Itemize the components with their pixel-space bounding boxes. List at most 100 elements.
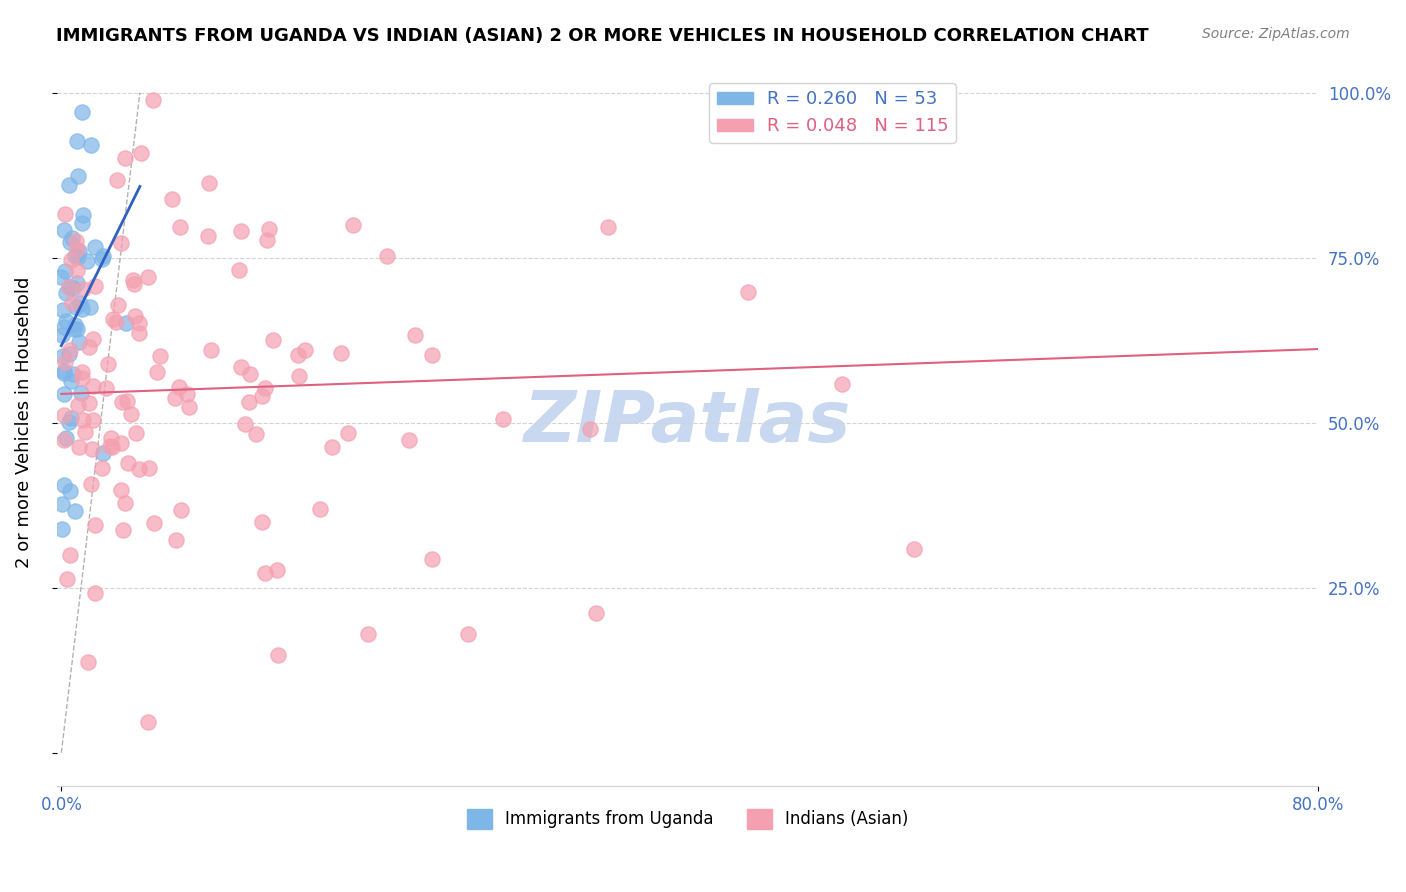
Indians (Asian)	[101, 440, 124, 454]
Immigrants from Uganda	[76, 253, 98, 268]
Indians (Asian)	[266, 563, 288, 577]
Immigrants from Uganda	[67, 335, 90, 350]
Indians (Asian)	[165, 533, 187, 548]
Indians (Asian)	[336, 425, 359, 440]
Indians (Asian)	[53, 207, 76, 221]
Immigrants from Uganda	[52, 223, 75, 237]
Indians (Asian)	[578, 421, 600, 435]
Indians (Asian)	[176, 387, 198, 401]
Indians (Asian)	[585, 606, 607, 620]
Indians (Asian)	[107, 297, 129, 311]
Indians (Asian)	[70, 370, 93, 384]
Immigrants from Uganda	[66, 321, 89, 335]
Indians (Asian)	[65, 234, 87, 248]
Indians (Asian)	[239, 367, 262, 381]
Immigrants from Uganda	[58, 178, 80, 193]
Immigrants from Uganda	[63, 318, 86, 332]
Indians (Asian)	[136, 714, 159, 729]
Indians (Asian)	[457, 627, 479, 641]
Indians (Asian)	[197, 229, 219, 244]
Indians (Asian)	[56, 572, 79, 586]
Y-axis label: 2 or more Vehicles in Household: 2 or more Vehicles in Household	[15, 277, 32, 568]
Immigrants from Uganda	[60, 231, 83, 245]
Indians (Asian)	[598, 219, 620, 234]
Immigrants from Uganda	[52, 364, 75, 378]
Immigrants from Uganda	[53, 478, 76, 492]
Indians (Asian)	[233, 417, 256, 431]
Legend: Immigrants from Uganda, Indians (Asian): Immigrants from Uganda, Indians (Asian)	[460, 802, 915, 836]
Indians (Asian)	[120, 407, 142, 421]
Immigrants from Uganda	[53, 263, 76, 277]
Indians (Asian)	[91, 461, 114, 475]
Immigrants from Uganda	[114, 316, 136, 330]
Immigrants from Uganda	[72, 208, 94, 222]
Indians (Asian)	[82, 332, 104, 346]
Text: Source: ZipAtlas.com: Source: ZipAtlas.com	[1202, 27, 1350, 41]
Immigrants from Uganda	[70, 104, 93, 119]
Indians (Asian)	[82, 413, 104, 427]
Indians (Asian)	[177, 400, 200, 414]
Indians (Asian)	[238, 395, 260, 409]
Indians (Asian)	[200, 343, 222, 357]
Immigrants from Uganda	[66, 169, 89, 183]
Immigrants from Uganda	[70, 216, 93, 230]
Indians (Asian)	[53, 408, 76, 422]
Indians (Asian)	[58, 280, 80, 294]
Indians (Asian)	[330, 346, 353, 360]
Indians (Asian)	[245, 426, 267, 441]
Immigrants from Uganda	[52, 349, 75, 363]
Indians (Asian)	[59, 343, 82, 358]
Indians (Asian)	[257, 221, 280, 235]
Indians (Asian)	[149, 349, 172, 363]
Indians (Asian)	[136, 269, 159, 284]
Immigrants from Uganda	[67, 244, 90, 259]
Indians (Asian)	[77, 340, 100, 354]
Immigrants from Uganda	[63, 322, 86, 336]
Immigrants from Uganda	[63, 504, 86, 518]
Indians (Asian)	[114, 151, 136, 165]
Indians (Asian)	[128, 462, 150, 476]
Indians (Asian)	[420, 552, 443, 566]
Immigrants from Uganda	[52, 366, 75, 380]
Immigrants from Uganda	[66, 134, 89, 148]
Immigrants from Uganda	[66, 276, 89, 290]
Immigrants from Uganda	[91, 249, 114, 263]
Indians (Asian)	[83, 517, 105, 532]
Indians (Asian)	[70, 365, 93, 379]
Immigrants from Uganda	[83, 239, 105, 253]
Indians (Asian)	[165, 391, 187, 405]
Indians (Asian)	[129, 145, 152, 160]
Indians (Asian)	[98, 439, 121, 453]
Indians (Asian)	[267, 648, 290, 663]
Indians (Asian)	[84, 585, 107, 599]
Indians (Asian)	[101, 312, 124, 326]
Indians (Asian)	[404, 328, 426, 343]
Indians (Asian)	[104, 315, 127, 329]
Immigrants from Uganda	[51, 327, 73, 342]
Indians (Asian)	[77, 396, 100, 410]
Immigrants from Uganda	[63, 249, 86, 263]
Indians (Asian)	[125, 425, 148, 440]
Indians (Asian)	[80, 477, 103, 491]
Indians (Asian)	[110, 435, 132, 450]
Indians (Asian)	[117, 456, 139, 470]
Indians (Asian)	[66, 398, 89, 412]
Immigrants from Uganda	[80, 137, 103, 152]
Indians (Asian)	[228, 263, 250, 277]
Indians (Asian)	[170, 502, 193, 516]
Indians (Asian)	[250, 516, 273, 530]
Immigrants from Uganda	[51, 522, 73, 536]
Immigrants from Uganda	[52, 387, 75, 401]
Indians (Asian)	[111, 395, 134, 409]
Immigrants from Uganda	[79, 300, 101, 314]
Indians (Asian)	[110, 483, 132, 497]
Indians (Asian)	[53, 355, 76, 369]
Immigrants from Uganda	[91, 252, 114, 266]
Indians (Asian)	[124, 310, 146, 324]
Indians (Asian)	[66, 243, 89, 257]
Indians (Asian)	[287, 348, 309, 362]
Immigrants from Uganda	[58, 415, 80, 429]
Indians (Asian)	[375, 249, 398, 263]
Immigrants from Uganda	[62, 281, 84, 295]
Indians (Asian)	[142, 93, 165, 107]
